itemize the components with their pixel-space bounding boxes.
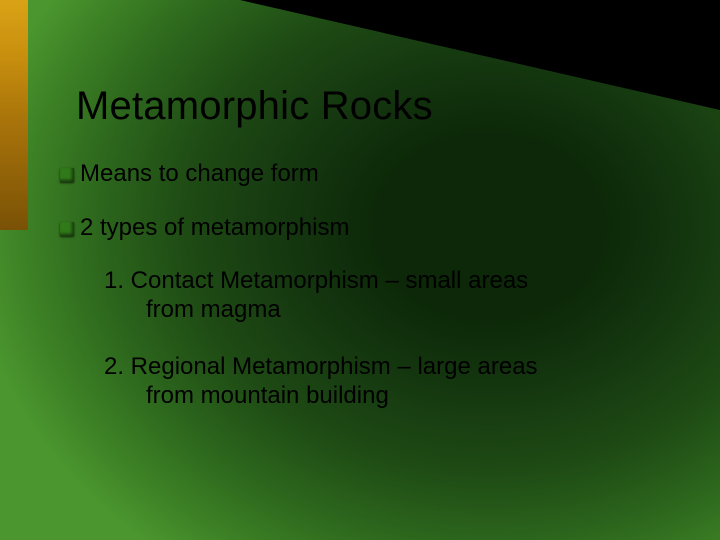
numbered-item: 1. Contact Metamorphism – small areas fr… xyxy=(104,266,664,325)
bullet-square-icon xyxy=(60,222,74,236)
slide-title: Metamorphic Rocks xyxy=(76,84,433,129)
body-line: Means to change form xyxy=(80,160,319,188)
body-line: 2 types of metamorphism xyxy=(80,214,349,242)
numbered-item-continuation: from mountain building xyxy=(104,381,664,410)
bullet-square-icon xyxy=(60,168,74,182)
numbered-item-first-line: 1. Contact Metamorphism – small areas xyxy=(104,267,528,294)
accent-bar xyxy=(0,0,28,230)
slide: Metamorphic Rocks Means to change form 2… xyxy=(0,0,720,540)
numbered-item-continuation: from magma xyxy=(104,295,664,324)
numbered-item: 2. Regional Metamorphism – large areas f… xyxy=(104,352,664,411)
numbered-item-first-line: 2. Regional Metamorphism – large areas xyxy=(104,353,538,380)
